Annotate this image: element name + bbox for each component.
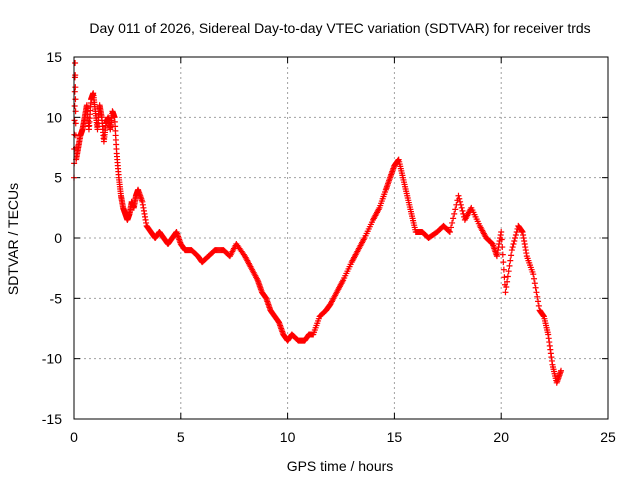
data-point xyxy=(509,244,516,251)
data-point xyxy=(532,284,539,291)
data-point xyxy=(500,266,507,273)
data-point xyxy=(72,72,79,79)
data-point xyxy=(508,247,515,254)
data-point xyxy=(499,251,506,258)
data-point xyxy=(531,275,538,282)
data-point xyxy=(458,204,465,211)
data-point xyxy=(448,224,455,231)
data-point xyxy=(513,228,520,235)
y-tick-label: 10 xyxy=(46,109,62,125)
data-point xyxy=(531,280,538,287)
y-tick-label: 15 xyxy=(46,49,62,65)
data-point xyxy=(457,201,464,208)
data-point xyxy=(498,236,505,243)
data-point xyxy=(71,117,78,124)
data-point xyxy=(446,228,453,235)
data-point xyxy=(507,257,514,264)
data-point xyxy=(512,235,519,241)
x-tick-label: 5 xyxy=(177,429,185,445)
data-point xyxy=(558,367,565,374)
data-point xyxy=(71,103,78,110)
x-tick-label: 20 xyxy=(493,429,509,445)
y-tick-label: 5 xyxy=(54,170,62,186)
data-point xyxy=(499,244,506,251)
y-axis-label: SDTVAR / TECUs xyxy=(5,183,21,295)
data-point xyxy=(501,274,508,281)
data-point xyxy=(456,195,463,202)
data-point xyxy=(451,210,458,217)
data-point xyxy=(504,278,511,285)
data-points xyxy=(71,60,565,386)
data-point xyxy=(510,241,517,248)
y-tick-label: -15 xyxy=(42,411,62,427)
data-point xyxy=(72,96,79,103)
data-point xyxy=(505,268,512,275)
plot-frame xyxy=(73,56,609,420)
data-point xyxy=(502,289,509,296)
data-point xyxy=(504,273,511,280)
data-point xyxy=(508,252,515,259)
data-point xyxy=(535,298,542,305)
data-point xyxy=(452,206,459,213)
data-point xyxy=(72,60,79,67)
data-point xyxy=(457,198,464,205)
data-point xyxy=(449,219,456,226)
x-tick-label: 25 xyxy=(600,429,616,445)
y-tick-label: -5 xyxy=(50,290,63,306)
data-point xyxy=(446,228,453,235)
data-point xyxy=(455,192,462,199)
axis-ticks: 0 5 10 15 20 25 -15 -10 -5 0 5 10 15 xyxy=(42,49,616,445)
data-point xyxy=(534,293,541,300)
x-tick-label: 0 xyxy=(70,429,78,445)
data-point xyxy=(500,259,507,266)
data-point xyxy=(72,84,79,91)
chart-title: Day 011 of 2026, Sidereal Day-to-day VTE… xyxy=(89,20,590,36)
data-point xyxy=(450,215,457,222)
x-axis-label: GPS time / hours xyxy=(287,458,394,474)
data-point xyxy=(506,262,513,269)
y-tick-label: 0 xyxy=(54,230,62,246)
data-point xyxy=(503,284,510,291)
y-tick-label: -10 xyxy=(42,351,62,367)
x-tick-label: 15 xyxy=(387,429,403,445)
data-point xyxy=(530,271,537,278)
data-point xyxy=(459,207,466,214)
data-point xyxy=(511,238,518,245)
grid xyxy=(74,57,608,419)
x-tick-label: 10 xyxy=(280,429,296,445)
data-point xyxy=(498,228,505,235)
data-point xyxy=(533,289,540,296)
data-point xyxy=(535,302,542,309)
data-point xyxy=(512,231,519,238)
